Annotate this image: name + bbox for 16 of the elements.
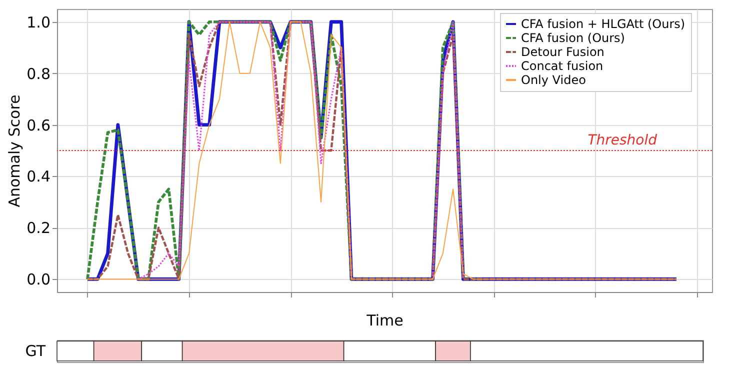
legend-label: CFA fusion + HLGAtt (Ours) — [521, 17, 686, 31]
legend-label: Concat fusion — [521, 59, 604, 73]
y-tick-label: 0.6 — [26, 116, 50, 134]
y-tick-label: 1.0 — [26, 13, 50, 32]
y-tick-label: 0.0 — [26, 270, 50, 289]
line-series — [86, 20, 485, 281]
y-tick-label: 0.4 — [26, 168, 50, 186]
legend-label: Detour Fusion — [521, 45, 604, 59]
x-axis-title: Time — [366, 312, 404, 330]
y-tick-label: 0.8 — [26, 64, 50, 83]
y-axis-title: Anomaly Score — [6, 94, 24, 208]
ref-line-label: Threshold — [588, 132, 658, 148]
y-tick-label: 0.2 — [26, 219, 50, 238]
y-tick-label: GT — [25, 342, 46, 360]
legend-label: Only Video — [521, 73, 586, 87]
legend-label: CFA fusion (Ours) — [521, 31, 625, 45]
